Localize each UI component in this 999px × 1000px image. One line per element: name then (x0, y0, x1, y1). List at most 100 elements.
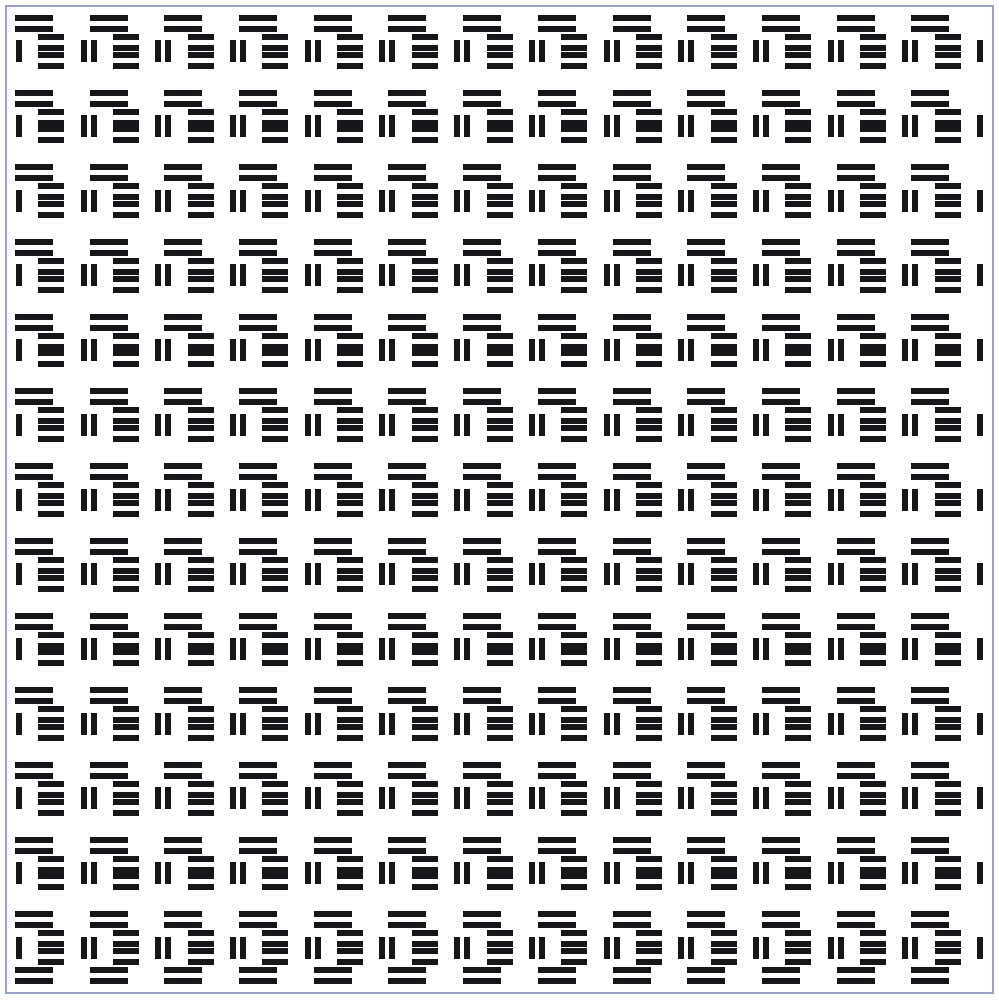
v-tick-l (81, 937, 87, 959)
h-short-u-a (860, 557, 886, 563)
h-long-b (314, 922, 352, 928)
h-short-u-a (785, 856, 811, 862)
v-tick-l (902, 339, 908, 361)
h-short-l-a (262, 575, 288, 581)
v-tick-l (379, 40, 385, 62)
h-short-l-a (711, 201, 737, 207)
h-long-b (463, 922, 501, 928)
h-short-u-a (262, 407, 288, 413)
h-short-u-a (935, 706, 961, 712)
v-tick-l (753, 713, 759, 735)
v-tick-r (688, 190, 694, 212)
h-short-u-a (561, 706, 587, 712)
h-short-u-b (785, 120, 811, 126)
h-short-l-a (561, 350, 587, 356)
h-short-l-b (262, 735, 288, 741)
h-short-u-b (487, 568, 513, 574)
h-short-l-a (188, 575, 214, 581)
h-long-a (239, 687, 277, 693)
h-short-l-a (487, 799, 513, 805)
v-tick-l (230, 190, 236, 212)
h-short-u-b (337, 493, 363, 499)
h-long-a (164, 90, 202, 96)
h-long-a (239, 90, 277, 96)
v-tick-l (902, 190, 908, 212)
h-long-b (90, 848, 128, 854)
h-long-b (837, 922, 875, 928)
v-tick-l (529, 713, 535, 735)
h-long-b (463, 250, 501, 256)
v-tick-r (389, 190, 395, 212)
h-long-bottom-a (463, 967, 501, 973)
h-short-u-a (860, 856, 886, 862)
h-short-l-a (188, 350, 214, 356)
h-short-l-a (38, 201, 64, 207)
v-tick-l (828, 638, 834, 660)
v-tick-r (315, 414, 321, 436)
v-tick-r (763, 264, 769, 286)
h-short-u-b (262, 194, 288, 200)
h-long-b (613, 474, 651, 480)
v-tick-r (912, 190, 918, 212)
h-short-u-a (785, 482, 811, 488)
h-long-b (239, 474, 277, 480)
h-short-l-b (636, 660, 662, 666)
v-tick-l (678, 339, 684, 361)
h-long-b (164, 325, 202, 331)
h-short-l-b (113, 735, 139, 741)
h-long-a (911, 239, 949, 245)
h-short-l-b (337, 586, 363, 592)
v-tick-r (614, 563, 620, 585)
h-long-a (388, 314, 426, 320)
v-tick-r (539, 115, 545, 137)
h-long-a (538, 837, 576, 843)
h-long-a (239, 538, 277, 544)
h-short-l-b (337, 436, 363, 442)
h-short-l-a (412, 201, 438, 207)
h-short-u-b (337, 194, 363, 200)
v-tick-r (389, 862, 395, 884)
h-short-l-a (113, 500, 139, 506)
h-short-l-a (487, 948, 513, 954)
v-tick-l (305, 862, 311, 884)
h-short-l-b (860, 586, 886, 592)
v-tick-r (315, 862, 321, 884)
h-long-a (837, 15, 875, 21)
h-short-l-a (561, 500, 587, 506)
h-short-l-b (337, 884, 363, 890)
v-tick-l (828, 862, 834, 884)
h-long-a (613, 538, 651, 544)
v-tick-r (614, 787, 620, 809)
h-long-a (538, 613, 576, 619)
v-tick-r (91, 489, 97, 511)
h-long-a (164, 837, 202, 843)
v-tick-r (389, 937, 395, 959)
v-tick-l (604, 190, 610, 212)
h-long-a (762, 837, 800, 843)
v-tick-r (838, 489, 844, 511)
h-short-u-b (561, 867, 587, 873)
h-short-u-b (487, 643, 513, 649)
h-long-a (911, 911, 949, 917)
h-short-l-a (711, 873, 737, 879)
v-tick-r (688, 40, 694, 62)
v-tick-l (454, 563, 460, 585)
v-tick-r (763, 40, 769, 62)
v-tick-r (838, 713, 844, 735)
h-short-u-a (38, 632, 64, 638)
h-long-a (164, 164, 202, 170)
h-long-b (613, 773, 651, 779)
h-short-l-b (487, 660, 513, 666)
v-tick-r (912, 713, 918, 735)
h-short-u-a (412, 333, 438, 339)
h-short-l-a (487, 350, 513, 356)
h-short-l-a (860, 350, 886, 356)
v-tick-r (91, 563, 97, 585)
h-long-b (911, 325, 949, 331)
h-long-b (613, 101, 651, 107)
v-tick-r (912, 115, 918, 137)
v-tick-r (165, 489, 171, 511)
h-short-l-a (113, 425, 139, 431)
v-tick-l (81, 115, 87, 137)
h-short-l-b (785, 884, 811, 890)
